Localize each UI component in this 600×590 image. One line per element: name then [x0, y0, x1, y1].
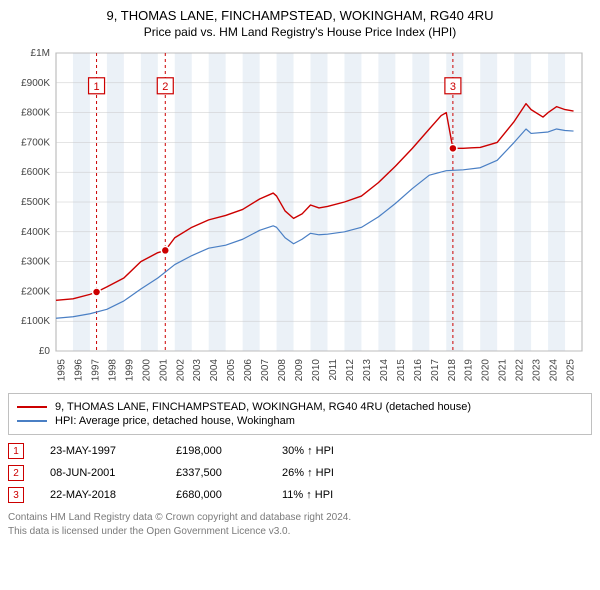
attribution-text: Contains HM Land Registry data © Crown c… [8, 511, 592, 539]
price-chart-svg: £0 £100K £200K £300K £400K £500K £600K £700K £80… [8, 45, 592, 385]
svg-text:2021: 2021 [498, 359, 509, 382]
svg-text:2014: 2014 [379, 359, 390, 382]
svg-text:£1M: £1M [31, 48, 50, 59]
sale-date: 22-MAY-2018 [50, 489, 150, 501]
svg-text:2023: 2023 [532, 359, 543, 382]
svg-text:2015: 2015 [396, 359, 407, 382]
legend-box: 9, THOMAS LANE, FINCHAMPSTEAD, WOKINGHAM… [8, 393, 592, 435]
svg-text:1: 1 [93, 81, 99, 93]
sale-delta: 26% ↑ HPI [282, 467, 334, 479]
sale-number-box: 2 [8, 465, 24, 481]
svg-text:2002: 2002 [175, 359, 186, 382]
svg-text:2007: 2007 [260, 359, 271, 382]
svg-text:£0: £0 [39, 346, 51, 357]
sale-delta: 30% ↑ HPI [282, 445, 334, 457]
svg-text:2004: 2004 [209, 359, 220, 382]
sale-number-box: 1 [8, 443, 24, 459]
svg-text:£300K: £300K [21, 257, 50, 268]
svg-text:2018: 2018 [447, 359, 458, 382]
sale-row: 1 23-MAY-1997 £198,000 30% ↑ HPI [8, 443, 592, 459]
svg-text:1997: 1997 [90, 359, 101, 382]
legend-swatch [17, 406, 47, 408]
svg-text:2012: 2012 [345, 359, 356, 382]
legend-swatch [17, 420, 47, 422]
svg-text:1998: 1998 [107, 359, 118, 382]
svg-text:2001: 2001 [158, 359, 169, 382]
sale-price: £337,500 [176, 467, 256, 479]
svg-text:2025: 2025 [566, 359, 577, 382]
sale-row: 3 22-MAY-2018 £680,000 11% ↑ HPI [8, 487, 592, 503]
svg-text:2005: 2005 [226, 359, 237, 382]
svg-text:2006: 2006 [243, 359, 254, 382]
svg-text:2022: 2022 [515, 359, 526, 382]
svg-text:2: 2 [162, 81, 168, 93]
svg-text:1995: 1995 [56, 359, 67, 382]
svg-text:£100K: £100K [21, 316, 50, 327]
chart-title-address: 9, THOMAS LANE, FINCHAMPSTEAD, WOKINGHAM… [8, 8, 592, 23]
sale-price: £680,000 [176, 489, 256, 501]
svg-text:£500K: £500K [21, 197, 50, 208]
svg-text:2013: 2013 [362, 359, 373, 382]
svg-text:1999: 1999 [124, 359, 135, 382]
svg-text:2020: 2020 [481, 359, 492, 382]
sales-table: 1 23-MAY-1997 £198,000 30% ↑ HPI 2 08-JUN-200… [8, 443, 592, 503]
legend-row: 9, THOMAS LANE, FINCHAMPSTEAD, WOKINGHAM… [17, 401, 583, 413]
attribution-line1: Contains HM Land Registry data © Crown c… [8, 511, 592, 525]
sale-date: 08-JUN-2001 [50, 467, 150, 479]
svg-text:£800K: £800K [21, 108, 50, 119]
svg-text:2003: 2003 [192, 359, 203, 382]
svg-text:2000: 2000 [141, 359, 152, 382]
svg-text:2009: 2009 [294, 359, 305, 382]
svg-text:£900K: £900K [21, 78, 50, 89]
svg-text:3: 3 [450, 81, 456, 93]
svg-text:2017: 2017 [430, 359, 441, 382]
legend-label: 9, THOMAS LANE, FINCHAMPSTEAD, WOKINGHAM… [55, 401, 471, 413]
legend-row: HPI: Average price, detached house, Woki… [17, 415, 583, 427]
svg-text:£600K: £600K [21, 167, 50, 178]
svg-text:£400K: £400K [21, 227, 50, 238]
legend-label: HPI: Average price, detached house, Woki… [55, 415, 295, 427]
svg-text:2019: 2019 [464, 359, 475, 382]
svg-text:£700K: £700K [21, 137, 50, 148]
chart-title-subtitle: Price paid vs. HM Land Registry's House … [8, 25, 592, 39]
chart-title-block: 9, THOMAS LANE, FINCHAMPSTEAD, WOKINGHAM… [8, 8, 592, 39]
svg-text:£200K: £200K [21, 286, 50, 297]
sale-row: 2 08-JUN-2001 £337,500 26% ↑ HPI [8, 465, 592, 481]
svg-text:2024: 2024 [549, 359, 560, 382]
svg-text:2010: 2010 [311, 359, 322, 382]
chart-area: £0 £100K £200K £300K £400K £500K £600K £700K £80… [8, 45, 592, 385]
svg-text:2016: 2016 [413, 359, 424, 382]
svg-text:2008: 2008 [277, 359, 288, 382]
sale-number-box: 3 [8, 487, 24, 503]
sale-date: 23-MAY-1997 [50, 445, 150, 457]
svg-text:2011: 2011 [328, 359, 339, 381]
sale-price: £198,000 [176, 445, 256, 457]
sale-delta: 11% ↑ HPI [282, 489, 333, 501]
attribution-line2: This data is licensed under the Open Gov… [8, 525, 592, 539]
svg-text:1996: 1996 [73, 359, 84, 382]
